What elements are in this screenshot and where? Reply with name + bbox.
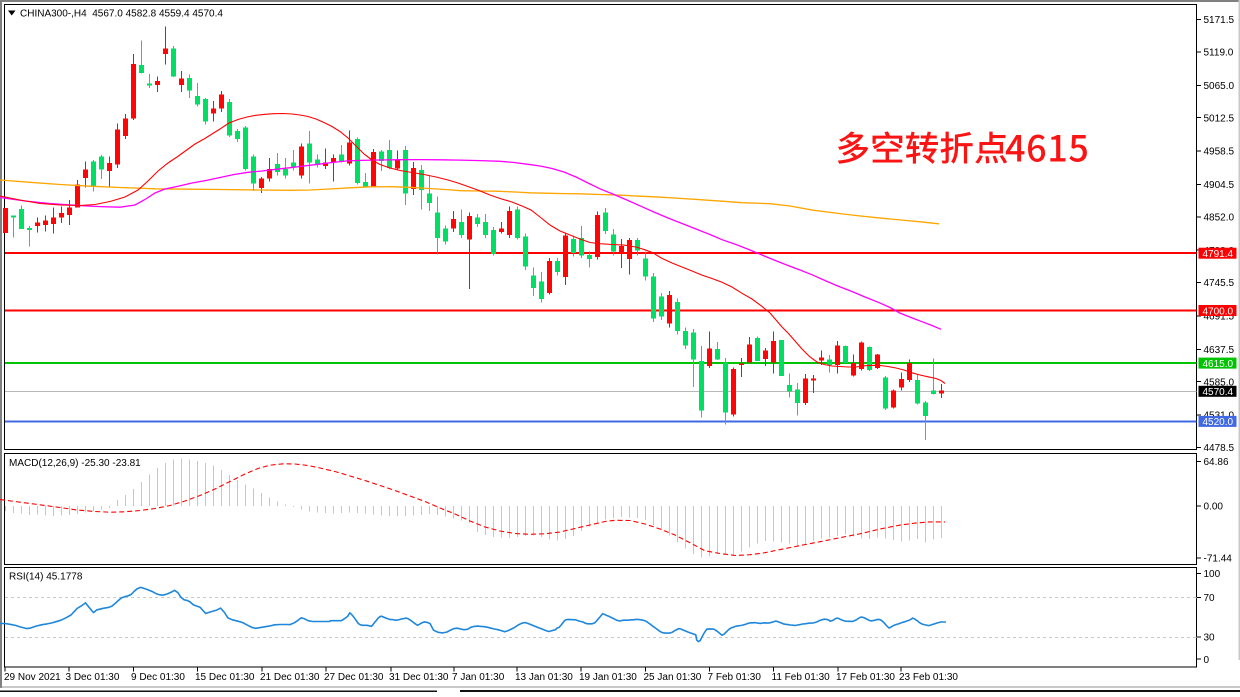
svg-text:5012.5: 5012.5 <box>1204 113 1235 124</box>
svg-text:15 Dec 01:30: 15 Dec 01:30 <box>195 672 255 683</box>
svg-text:11 Feb 01:30: 11 Feb 01:30 <box>772 672 831 683</box>
svg-text:0.00: 0.00 <box>1204 502 1224 513</box>
svg-text:3 Dec 01:30: 3 Dec 01:30 <box>66 672 120 683</box>
svg-text:4615.0: 4615.0 <box>1203 359 1234 370</box>
svg-text:5065.0: 5065.0 <box>1204 81 1235 92</box>
svg-text:CHINA300-,H4 4567.0 4582.8 45: CHINA300-,H4 4567.0 4582.8 4559.4 4570.4 <box>20 8 223 19</box>
svg-text:4852.0: 4852.0 <box>1204 212 1235 223</box>
svg-text:100: 100 <box>1204 569 1221 580</box>
svg-text:9 Dec 01:30: 9 Dec 01:30 <box>131 672 185 683</box>
svg-text:4904.5: 4904.5 <box>1204 180 1235 191</box>
svg-text:70: 70 <box>1204 593 1216 604</box>
svg-text:4520.0: 4520.0 <box>1203 417 1234 428</box>
svg-text:MACD(12,26,9) -25.30 -23.81: MACD(12,26,9) -25.30 -23.81 <box>9 458 141 469</box>
svg-text:31 Dec 01:30: 31 Dec 01:30 <box>389 672 449 683</box>
svg-text:64.86: 64.86 <box>1204 457 1229 468</box>
svg-text:23 Feb 01:30: 23 Feb 01:30 <box>899 672 958 683</box>
svg-text:4478.5: 4478.5 <box>1204 443 1235 454</box>
svg-text:29 Nov 2021: 29 Nov 2021 <box>4 672 61 683</box>
svg-text:25 Jan 01:30: 25 Jan 01:30 <box>644 672 702 683</box>
svg-text:4637.5: 4637.5 <box>1204 345 1235 356</box>
svg-text:4700.0: 4700.0 <box>1203 306 1234 317</box>
svg-text:4791.4: 4791.4 <box>1203 249 1234 260</box>
svg-text:27 Dec 01:30: 27 Dec 01:30 <box>324 672 384 683</box>
svg-text:4958.5: 4958.5 <box>1204 147 1235 158</box>
svg-text:17 Feb 01:30: 17 Feb 01:30 <box>836 672 895 683</box>
svg-text:4570.4: 4570.4 <box>1203 387 1234 398</box>
svg-text:30: 30 <box>1204 633 1216 644</box>
svg-text:-71.44: -71.44 <box>1204 553 1233 564</box>
svg-text:0: 0 <box>1204 655 1210 666</box>
svg-text:RSI(14) 45.1778: RSI(14) 45.1778 <box>9 571 83 582</box>
svg-text:19 Jan 01:30: 19 Jan 01:30 <box>579 672 637 683</box>
svg-text:21 Dec 01:30: 21 Dec 01:30 <box>260 672 320 683</box>
svg-text:13 Jan 01:30: 13 Jan 01:30 <box>515 672 573 683</box>
svg-text:5171.5: 5171.5 <box>1204 15 1235 26</box>
svg-text:4745.5: 4745.5 <box>1204 278 1235 289</box>
svg-text:7 Feb 01:30: 7 Feb 01:30 <box>708 672 762 683</box>
svg-text:7 Jan 01:30: 7 Jan 01:30 <box>452 672 505 683</box>
svg-text:5119.0: 5119.0 <box>1204 48 1234 59</box>
